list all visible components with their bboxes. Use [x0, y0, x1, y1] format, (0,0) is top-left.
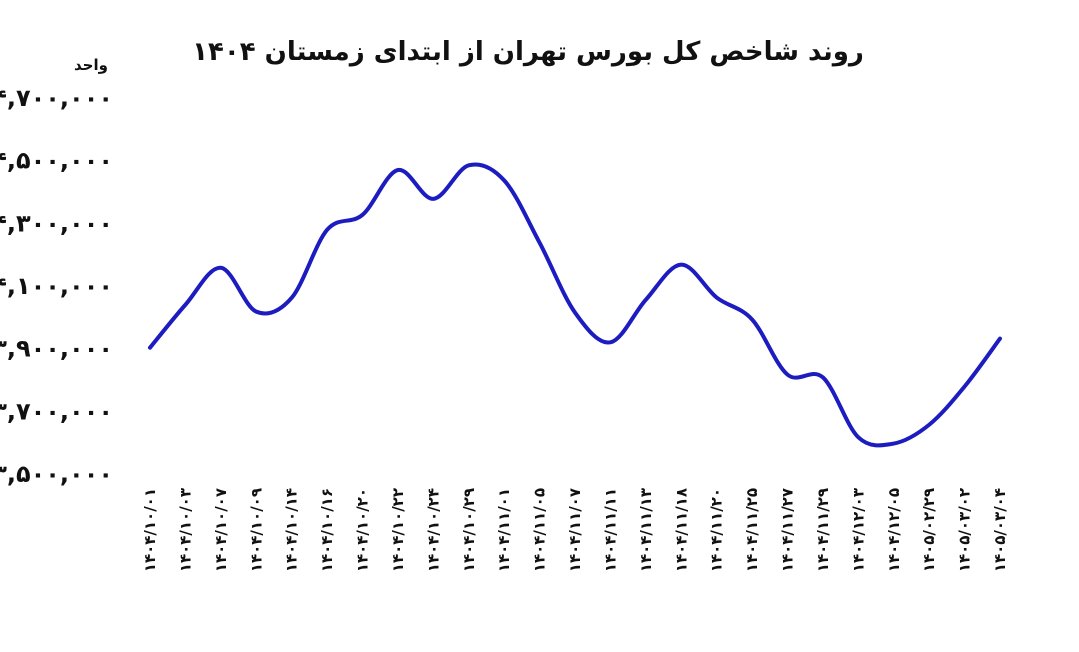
x-tick-label: ۱۴۰۴/۱۲/۰۳ [849, 488, 867, 572]
y-tick-label: ۴,۷۰۰,۰۰۰ [0, 84, 113, 112]
x-tick-label: ۱۴۰۴/۱۰/۰۳ [176, 488, 194, 572]
x-tick-label: ۱۴۰۴/۱۱/۱۳ [637, 488, 655, 572]
x-tick-label: ۱۴۰۴/۱۱/۱۱ [601, 488, 619, 572]
y-tick-label: ۳,۷۰۰,۰۰۰ [0, 397, 113, 425]
x-tick-label: ۱۴۰۵/۰۳/۰۲ [956, 488, 974, 572]
chart-title: روند شاخص کل بورس تهران از ابتدای زمستان… [192, 37, 864, 67]
y-tick-label: ۳,۹۰۰,۰۰۰ [0, 335, 113, 363]
y-tick-label: ۳,۵۰۰,۰۰۰ [0, 460, 113, 488]
x-tick-label: ۱۴۰۴/۱۱/۲۷ [779, 488, 797, 572]
x-tick-label: ۱۴۰۴/۱۰/۲۰ [354, 488, 372, 572]
x-tick-label: ۱۴۰۴/۱۰/۰۱ [141, 488, 159, 572]
x-tick-label: ۱۴۰۴/۱۰/۰۷ [212, 488, 230, 572]
x-tick-label: ۱۴۰۴/۱۱/۰۷ [566, 488, 584, 572]
x-tick-label: ۱۴۰۴/۱۰/۱۶ [318, 488, 336, 572]
x-tick-label: ۱۴۰۵/۰۳/۰۴ [991, 488, 1009, 572]
x-tick-label: ۱۴۰۴/۱۱/۱۸ [672, 488, 690, 572]
x-tick-label: ۱۴۰۵/۰۲/۲۹ [920, 488, 938, 572]
x-tick-label: ۱۴۰۴/۱۰/۲۹ [460, 488, 478, 572]
x-tick-label: ۱۴۰۴/۱۰/۲۴ [424, 488, 442, 572]
x-tick-label: ۱۴۰۴/۱۰/۰۹ [247, 488, 265, 572]
x-tick-label: ۱۴۰۴/۱۰/۲۲ [389, 488, 407, 572]
x-tick-label: ۱۴۰۴/۱۱/۰۵ [531, 488, 549, 572]
x-tick-label: ۱۴۰۴/۱۱/۰۱ [495, 488, 513, 572]
y-tick-label: ۴,۵۰۰,۰۰۰ [0, 147, 113, 175]
y-axis-label: واحد [74, 56, 108, 74]
y-tick-label: ۴,۱۰۰,۰۰۰ [0, 272, 113, 300]
line [148, 162, 1002, 448]
x-tick-label: ۱۴۰۴/۱۰/۱۴ [283, 488, 301, 572]
x-tick-label: ۱۴۰۴/۱۱/۲۰ [708, 488, 726, 572]
x-tick-label: ۱۴۰۴/۱۱/۲۵ [743, 488, 761, 572]
y-tick-label: ۴,۳۰۰,۰۰۰ [0, 209, 113, 237]
x-tick-label: ۱۴۰۴/۱۲/۰۵ [885, 488, 903, 572]
x-tick-label: ۱۴۰۴/۱۱/۲۹ [814, 488, 832, 572]
